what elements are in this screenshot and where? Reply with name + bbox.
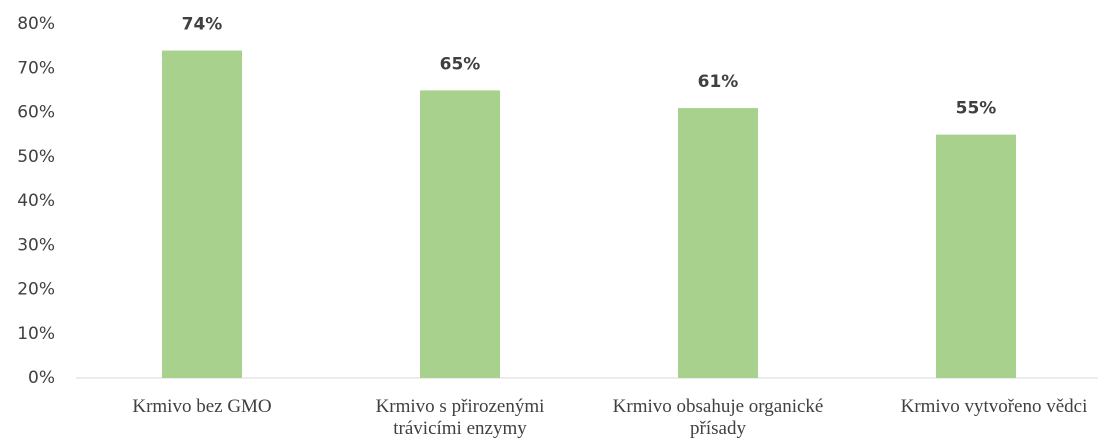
data-label: 74% <box>182 15 223 35</box>
y-tick-label: 40% <box>17 191 55 211</box>
data-label: 61% <box>698 72 739 92</box>
bar <box>420 90 500 378</box>
x-tick-label: Krmivo vytvořeno vědci <box>900 396 1088 417</box>
y-tick-label: 80% <box>17 14 55 34</box>
data-label: 55% <box>956 99 997 119</box>
x-tick-label: Krmivo obsahuje organické přísady <box>612 396 824 439</box>
y-tick-label: 60% <box>17 103 55 123</box>
y-tick-label: 20% <box>17 280 55 300</box>
data-label: 65% <box>440 54 481 74</box>
y-tick-label: 30% <box>17 235 55 255</box>
bar <box>936 134 1016 378</box>
x-tick-label: Krmivo bez GMO <box>132 396 272 417</box>
y-tick-label: 70% <box>17 58 55 78</box>
y-tick-label: 50% <box>17 147 55 167</box>
x-tick-label: Krmivo s přirozenými trávicími enzymy <box>375 396 545 439</box>
bar <box>678 108 758 378</box>
y-tick-label: 10% <box>17 324 55 344</box>
bar <box>162 50 242 379</box>
y-tick-label: 0% <box>28 368 55 388</box>
